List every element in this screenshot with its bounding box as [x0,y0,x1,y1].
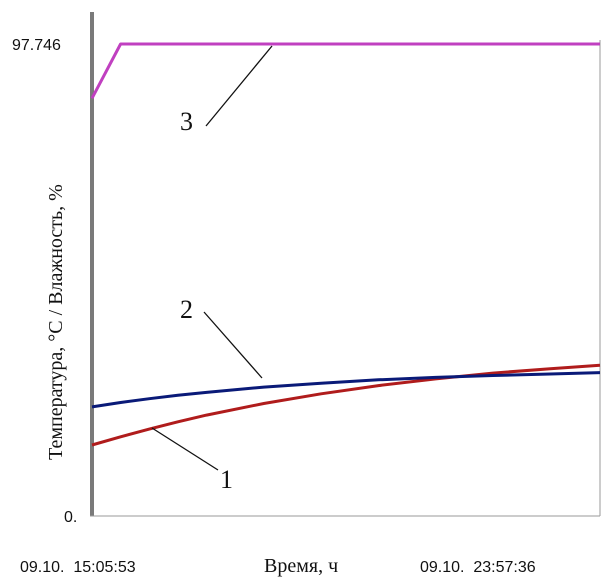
callout-label-3: 3 [180,107,193,136]
series-layer [90,42,601,447]
series-line-3 [90,42,600,99]
y-axis-title: Температура, °С / Влажность, % [45,184,67,460]
y-tick-label-top: 97.746 [12,37,61,54]
callout-label-1: 1 [220,465,233,494]
callout-leader-2 [203,311,263,379]
x-tick-label-end: 09.10. 23:57:36 [420,559,536,576]
x-tick-label-start: 09.10. 15:05:53 [20,559,136,576]
callout-leader-3 [205,45,273,127]
callout-label-2: 2 [180,295,193,324]
series-line-2 [91,371,601,409]
y-tick-label-bottom: 0. [64,509,77,526]
x-axis-title: Время, ч [264,555,338,577]
series-line-1 [91,363,601,447]
callout-leader-1 [151,427,219,471]
